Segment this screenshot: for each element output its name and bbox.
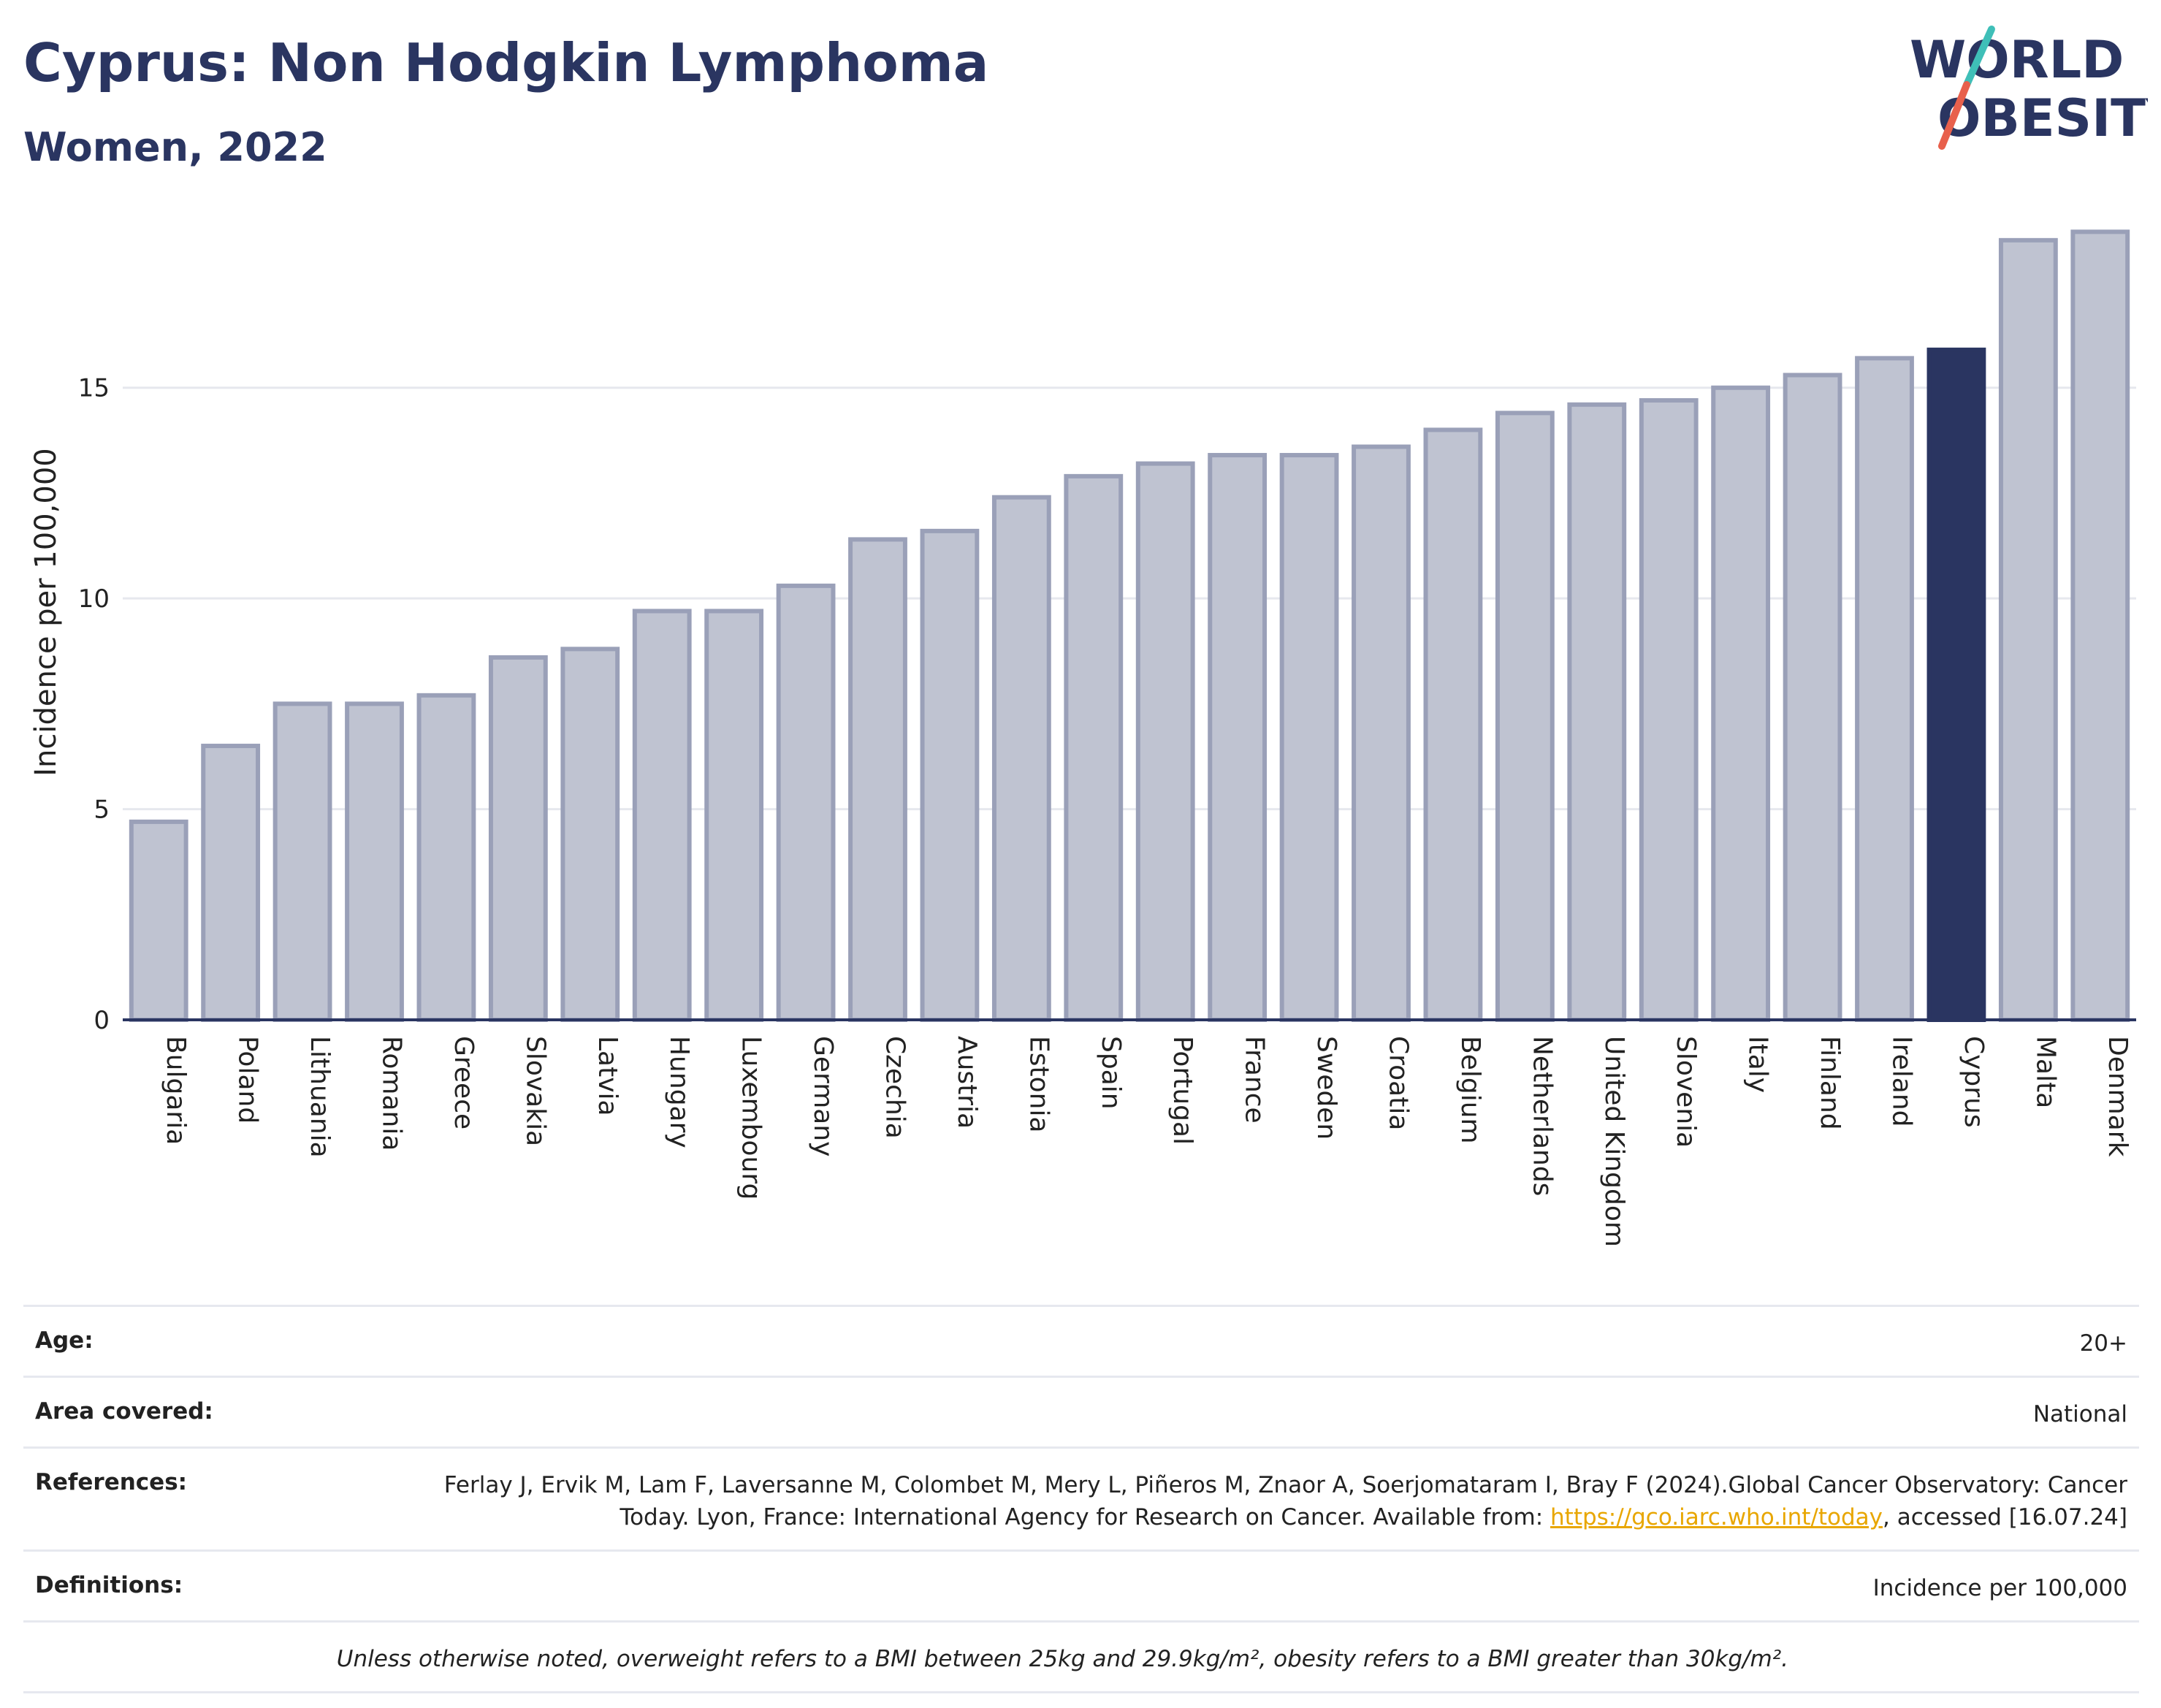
- axes: 0 5 10 15 Bulgaria Poland Lithuania Romania Gree…: [78, 374, 2136, 1247]
- bar-spain: [1064, 473, 1124, 1022]
- x-tick-label: United Kingdom: [1599, 1036, 1629, 1247]
- info-row-age: Age: 20+: [23, 1305, 2139, 1376]
- x-tick-label: Slovakia: [520, 1036, 550, 1146]
- logo-slash-bottom: [1938, 81, 1970, 150]
- bar-germany: [776, 583, 836, 1022]
- x-tick-label: Spain: [1096, 1036, 1126, 1110]
- bar-czechia: [848, 537, 907, 1022]
- references-text-2: , accessed [16.07.24]: [1882, 1504, 2127, 1530]
- bar-portugal: [1135, 461, 1195, 1022]
- y-tick-label: 10: [78, 584, 110, 614]
- bar-belgium: [1423, 427, 1483, 1022]
- bars: [129, 229, 2130, 1023]
- area-label: Area covered:: [35, 1398, 213, 1425]
- references-value: Ferlay J, Ervik M, Lam F, Laversanne M, …: [374, 1469, 2127, 1533]
- bar-latvia: [560, 647, 620, 1023]
- references-link[interactable]: https://gco.iarc.who.int/today: [1550, 1504, 1883, 1530]
- bar-italy: [1711, 385, 1771, 1022]
- bar-ireland: [1855, 356, 1914, 1022]
- age-label: Age:: [35, 1327, 94, 1354]
- x-tick-label: Cyprus: [1959, 1036, 1989, 1128]
- bar-slovakia: [488, 655, 548, 1022]
- x-tick-label: Finland: [1815, 1036, 1845, 1130]
- x-tick-label: Lithuania: [305, 1036, 335, 1158]
- bar-netherlands: [1495, 411, 1555, 1022]
- info-table: Age: 20+ Area covered: National Referenc…: [23, 1305, 2139, 1693]
- bar-finland: [1783, 373, 1842, 1022]
- logo-line-1: WORLD: [1910, 30, 2124, 90]
- bar-malta: [1998, 237, 2058, 1022]
- y-tick-label: 0: [94, 1006, 110, 1035]
- x-tick-label: Sweden: [1311, 1036, 1341, 1140]
- bar-united-kingdom: [1567, 402, 1627, 1022]
- bar-sweden: [1279, 453, 1339, 1022]
- bar-france: [1208, 453, 1268, 1022]
- x-tick-label: Latvia: [592, 1036, 622, 1116]
- info-row-note: Unless otherwise noted, overweight refer…: [23, 1620, 2139, 1693]
- definitions-value: Incidence per 100,000: [1872, 1575, 2127, 1601]
- references-label: References:: [35, 1469, 188, 1495]
- x-tick-label: Germany: [808, 1036, 838, 1156]
- bar-croatia: [1352, 444, 1411, 1022]
- x-tick-label: Ireland: [1887, 1036, 1917, 1127]
- bar-estonia: [991, 495, 1051, 1022]
- bar-romania: [345, 701, 404, 1022]
- x-tick-label: Austria: [952, 1036, 982, 1129]
- x-tick-label: Croatia: [1384, 1036, 1414, 1130]
- x-tick-label: Malta: [2030, 1036, 2060, 1108]
- age-value: 20+: [2079, 1330, 2127, 1357]
- area-value: National: [2032, 1401, 2127, 1427]
- x-tick-label: France: [1240, 1036, 1270, 1124]
- bar-slovenia: [1639, 398, 1699, 1022]
- info-row-definitions: Definitions: Incidence per 100,000: [23, 1549, 2139, 1620]
- bar-lithuania: [272, 701, 332, 1022]
- y-tick-label: 5: [94, 796, 110, 825]
- bar-austria: [920, 528, 980, 1022]
- bar-cyprus: [1926, 347, 1986, 1022]
- bar-luxembourg: [704, 609, 764, 1022]
- chart-title: Cyprus: Non Hodgkin Lymphoma: [23, 32, 989, 94]
- bar-bulgaria: [129, 819, 188, 1022]
- x-tick-label: Denmark: [2103, 1036, 2133, 1157]
- y-tick-label: 15: [78, 374, 110, 403]
- x-tick-label: Czechia: [880, 1036, 910, 1139]
- definitions-label: Definitions:: [35, 1572, 183, 1598]
- references-text-1: Ferlay J, Ervik M, Lam F, Laversanne M, …: [443, 1472, 2127, 1530]
- x-tick-label: Hungary: [664, 1036, 694, 1148]
- x-tick-label: Greece: [449, 1036, 479, 1129]
- bar-chart: 0 5 10 15 Bulgaria Poland Lithuania Romania Gree…: [29, 229, 2136, 1247]
- bar-denmark: [2070, 229, 2130, 1022]
- world-obesity-logo: WORLD OBESITY: [1910, 26, 2148, 150]
- info-row-references: References: Ferlay J, Ervik M, Lam F, La…: [23, 1446, 2139, 1549]
- x-tick-label: Luxembourg: [736, 1036, 766, 1200]
- logo-slash-top: [1963, 26, 1995, 88]
- bar-greece: [416, 693, 476, 1023]
- chart-subtitle: Women, 2022: [23, 124, 327, 170]
- x-tick-label: Portugal: [1167, 1036, 1197, 1145]
- y-axis-title: Incidence per 100,000: [29, 448, 63, 777]
- logo-line-2: OBESITY: [1937, 88, 2148, 148]
- x-tick-label: Netherlands: [1527, 1036, 1557, 1196]
- x-tick-label: Romania: [377, 1036, 407, 1151]
- x-tick-label: Estonia: [1024, 1036, 1053, 1133]
- x-tick-label: Slovenia: [1671, 1036, 1701, 1148]
- x-tick-label: Poland: [233, 1036, 263, 1124]
- bar-hungary: [632, 609, 692, 1022]
- x-tick-label: Bulgaria: [161, 1036, 191, 1145]
- x-tick-label: Italy: [1743, 1036, 1773, 1093]
- bmi-note: Unless otherwise noted, overweight refer…: [336, 1646, 1788, 1672]
- info-row-area: Area covered: National: [23, 1376, 2139, 1446]
- bar-poland: [201, 744, 261, 1022]
- x-tick-label: Belgium: [1455, 1036, 1485, 1144]
